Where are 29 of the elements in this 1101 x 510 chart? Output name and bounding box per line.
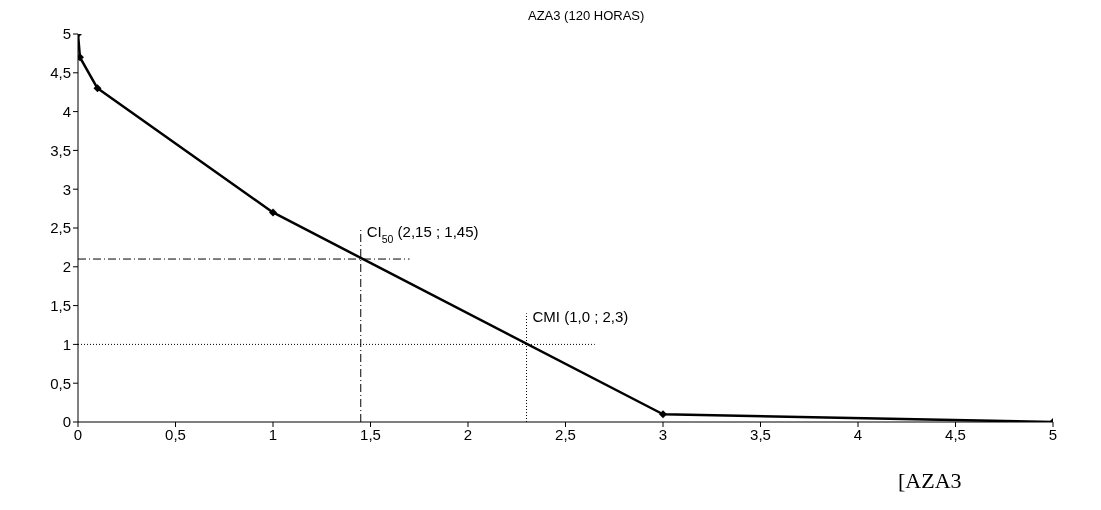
chart-title: AZA3 (120 HORAS) xyxy=(528,8,645,23)
x-tick-label: 3,5 xyxy=(750,425,771,443)
point xyxy=(269,208,277,217)
x-tick-label: 0 xyxy=(73,425,83,443)
y-tick-label: 2,5 xyxy=(50,219,71,237)
annotation: CMI (1,0 ; 2,3) xyxy=(532,308,629,326)
point xyxy=(93,84,102,93)
x-tick-label: 4 xyxy=(853,425,863,443)
y-tick-label: 2 xyxy=(62,258,71,276)
y-tick-label: 1 xyxy=(62,335,71,353)
y-tick-label: 4 xyxy=(62,102,71,120)
x-tick-label: 0,5 xyxy=(165,425,186,443)
x-tick-label: 1 xyxy=(268,425,278,443)
y-tick-label: 1,5 xyxy=(50,296,71,314)
x-tick-label: 3 xyxy=(658,425,668,443)
x-axis-title: [AZA3 xyxy=(898,468,962,494)
x-tick-label: 2 xyxy=(463,425,473,443)
point xyxy=(659,410,667,419)
y-tick-label: 3,5 xyxy=(50,141,71,159)
y-tick-label: 4,5 xyxy=(50,64,71,82)
x-tick-label: 1,5 xyxy=(360,425,381,443)
x-tick-label: 2,5 xyxy=(555,425,576,443)
annotation: CI$_{50}$ (2,15 ; 1,45) xyxy=(366,223,479,246)
y-tick-label: 0 xyxy=(62,413,71,431)
x-tick-label: 4,5 xyxy=(945,425,966,443)
y-tick-label: 3 xyxy=(62,180,71,198)
x-tick-label: 5 xyxy=(1048,425,1058,443)
y-tick-label: 0,5 xyxy=(50,374,71,392)
y-tick-label: 5 xyxy=(62,25,71,43)
